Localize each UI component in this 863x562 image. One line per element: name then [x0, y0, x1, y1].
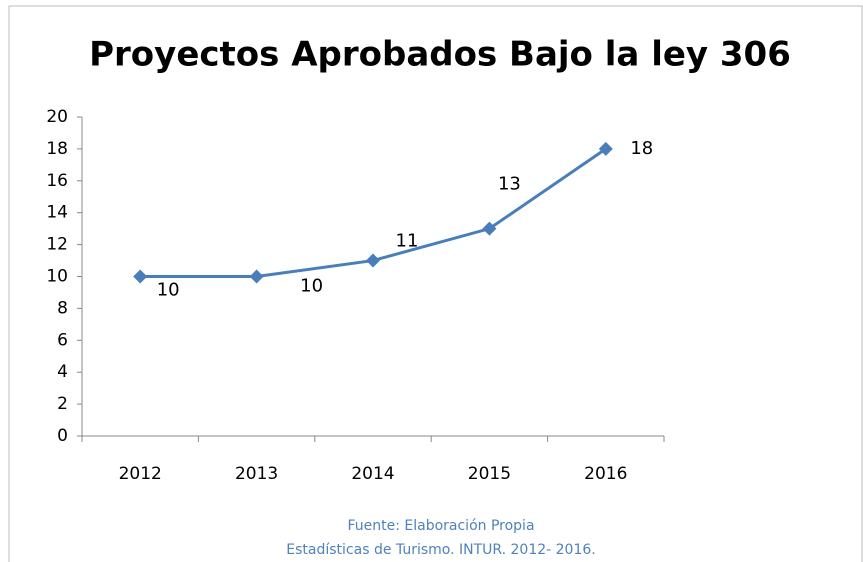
chart-title: Proyectos Aprobados Bajo la ley 306 — [89, 35, 791, 75]
marker — [366, 253, 380, 268]
x-tick-label: 2016 — [584, 464, 627, 484]
x-tick-label: 2015 — [468, 464, 511, 484]
y-tick-label: 16 — [46, 171, 68, 191]
x-tick-label: 2013 — [235, 464, 278, 484]
marker — [249, 269, 264, 284]
y-tick-label: 0 — [57, 426, 68, 446]
x-tick-label: 2014 — [351, 464, 394, 484]
data-label: 18 — [630, 138, 653, 159]
data-label: 10 — [300, 276, 323, 297]
y-tick-label: 18 — [46, 139, 68, 159]
y-tick-label: 4 — [57, 362, 68, 382]
y-tick-label: 12 — [46, 235, 68, 255]
marker — [598, 141, 613, 156]
chart-frame — [8, 5, 863, 562]
data-label: 11 — [396, 231, 419, 252]
marker — [482, 221, 497, 236]
y-tick-label: 14 — [46, 203, 68, 223]
y-tick-label: 10 — [46, 267, 68, 287]
data-label: 13 — [498, 174, 521, 195]
x-tick-label: 2012 — [119, 464, 162, 484]
y-tick-label: 20 — [46, 107, 68, 127]
data-label: 10 — [157, 280, 180, 301]
source-note: Estadísticas de Turismo. INTUR. 2012- 20… — [286, 542, 595, 558]
y-tick-label: 8 — [57, 298, 68, 318]
y-tick-label: 2 — [57, 394, 68, 414]
source-note: Fuente: Elaboración Propia — [347, 518, 534, 534]
marker — [133, 269, 148, 284]
y-tick-label: 6 — [57, 330, 68, 350]
